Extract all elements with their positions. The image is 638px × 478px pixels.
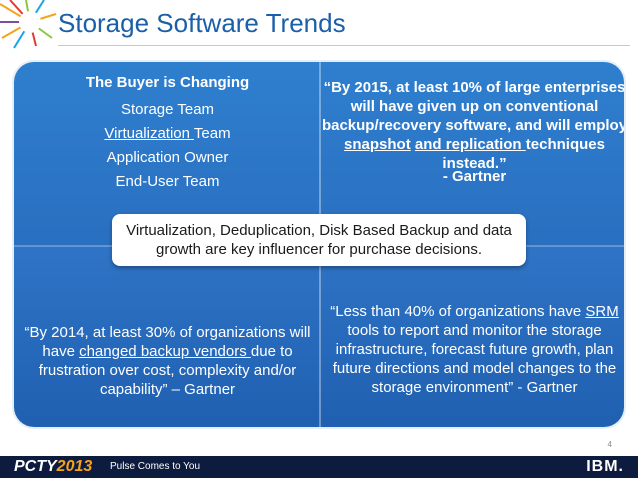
gartner-attribution: - Gartner	[442, 168, 507, 185]
buyer-item-storage: Storage Team	[120, 101, 215, 118]
buyer-item-virtualization: Virtualization Team	[104, 125, 231, 142]
page-number: 4	[607, 440, 612, 449]
gartner-2014-quote: “By 2014, at least 30% of organizations …	[24, 324, 311, 398]
buyer-heading: The Buyer is Changing	[85, 74, 250, 91]
pulse-starburst-icon	[0, 0, 57, 49]
title-divider	[58, 45, 630, 46]
footer-bar: PCTY2013 Pulse Comes to You IBM.	[0, 456, 638, 478]
event-logo: PCTY2013	[14, 458, 93, 475]
footer-tagline: Pulse Comes to You	[110, 461, 201, 472]
srm-quadrant: “Less than 40% of organizations have SRM…	[321, 246, 624, 427]
page-title: Storage Software Trends	[58, 8, 346, 38]
buyer-item-enduser: End-User Team	[115, 173, 220, 190]
ibm-logo: IBM.	[586, 458, 624, 475]
gartner-2015-quote: “By 2015, at least 10% of large enterpri…	[321, 79, 626, 172]
gartner-2014-quadrant: “By 2014, at least 30% of organizations …	[14, 246, 321, 427]
buyer-item-application: Application Owner	[106, 149, 229, 166]
srm-quote: “Less than 40% of organizations have SRM…	[330, 303, 619, 396]
key-influencers-callout: Virtualization, Deduplication, Disk Base…	[112, 214, 526, 266]
